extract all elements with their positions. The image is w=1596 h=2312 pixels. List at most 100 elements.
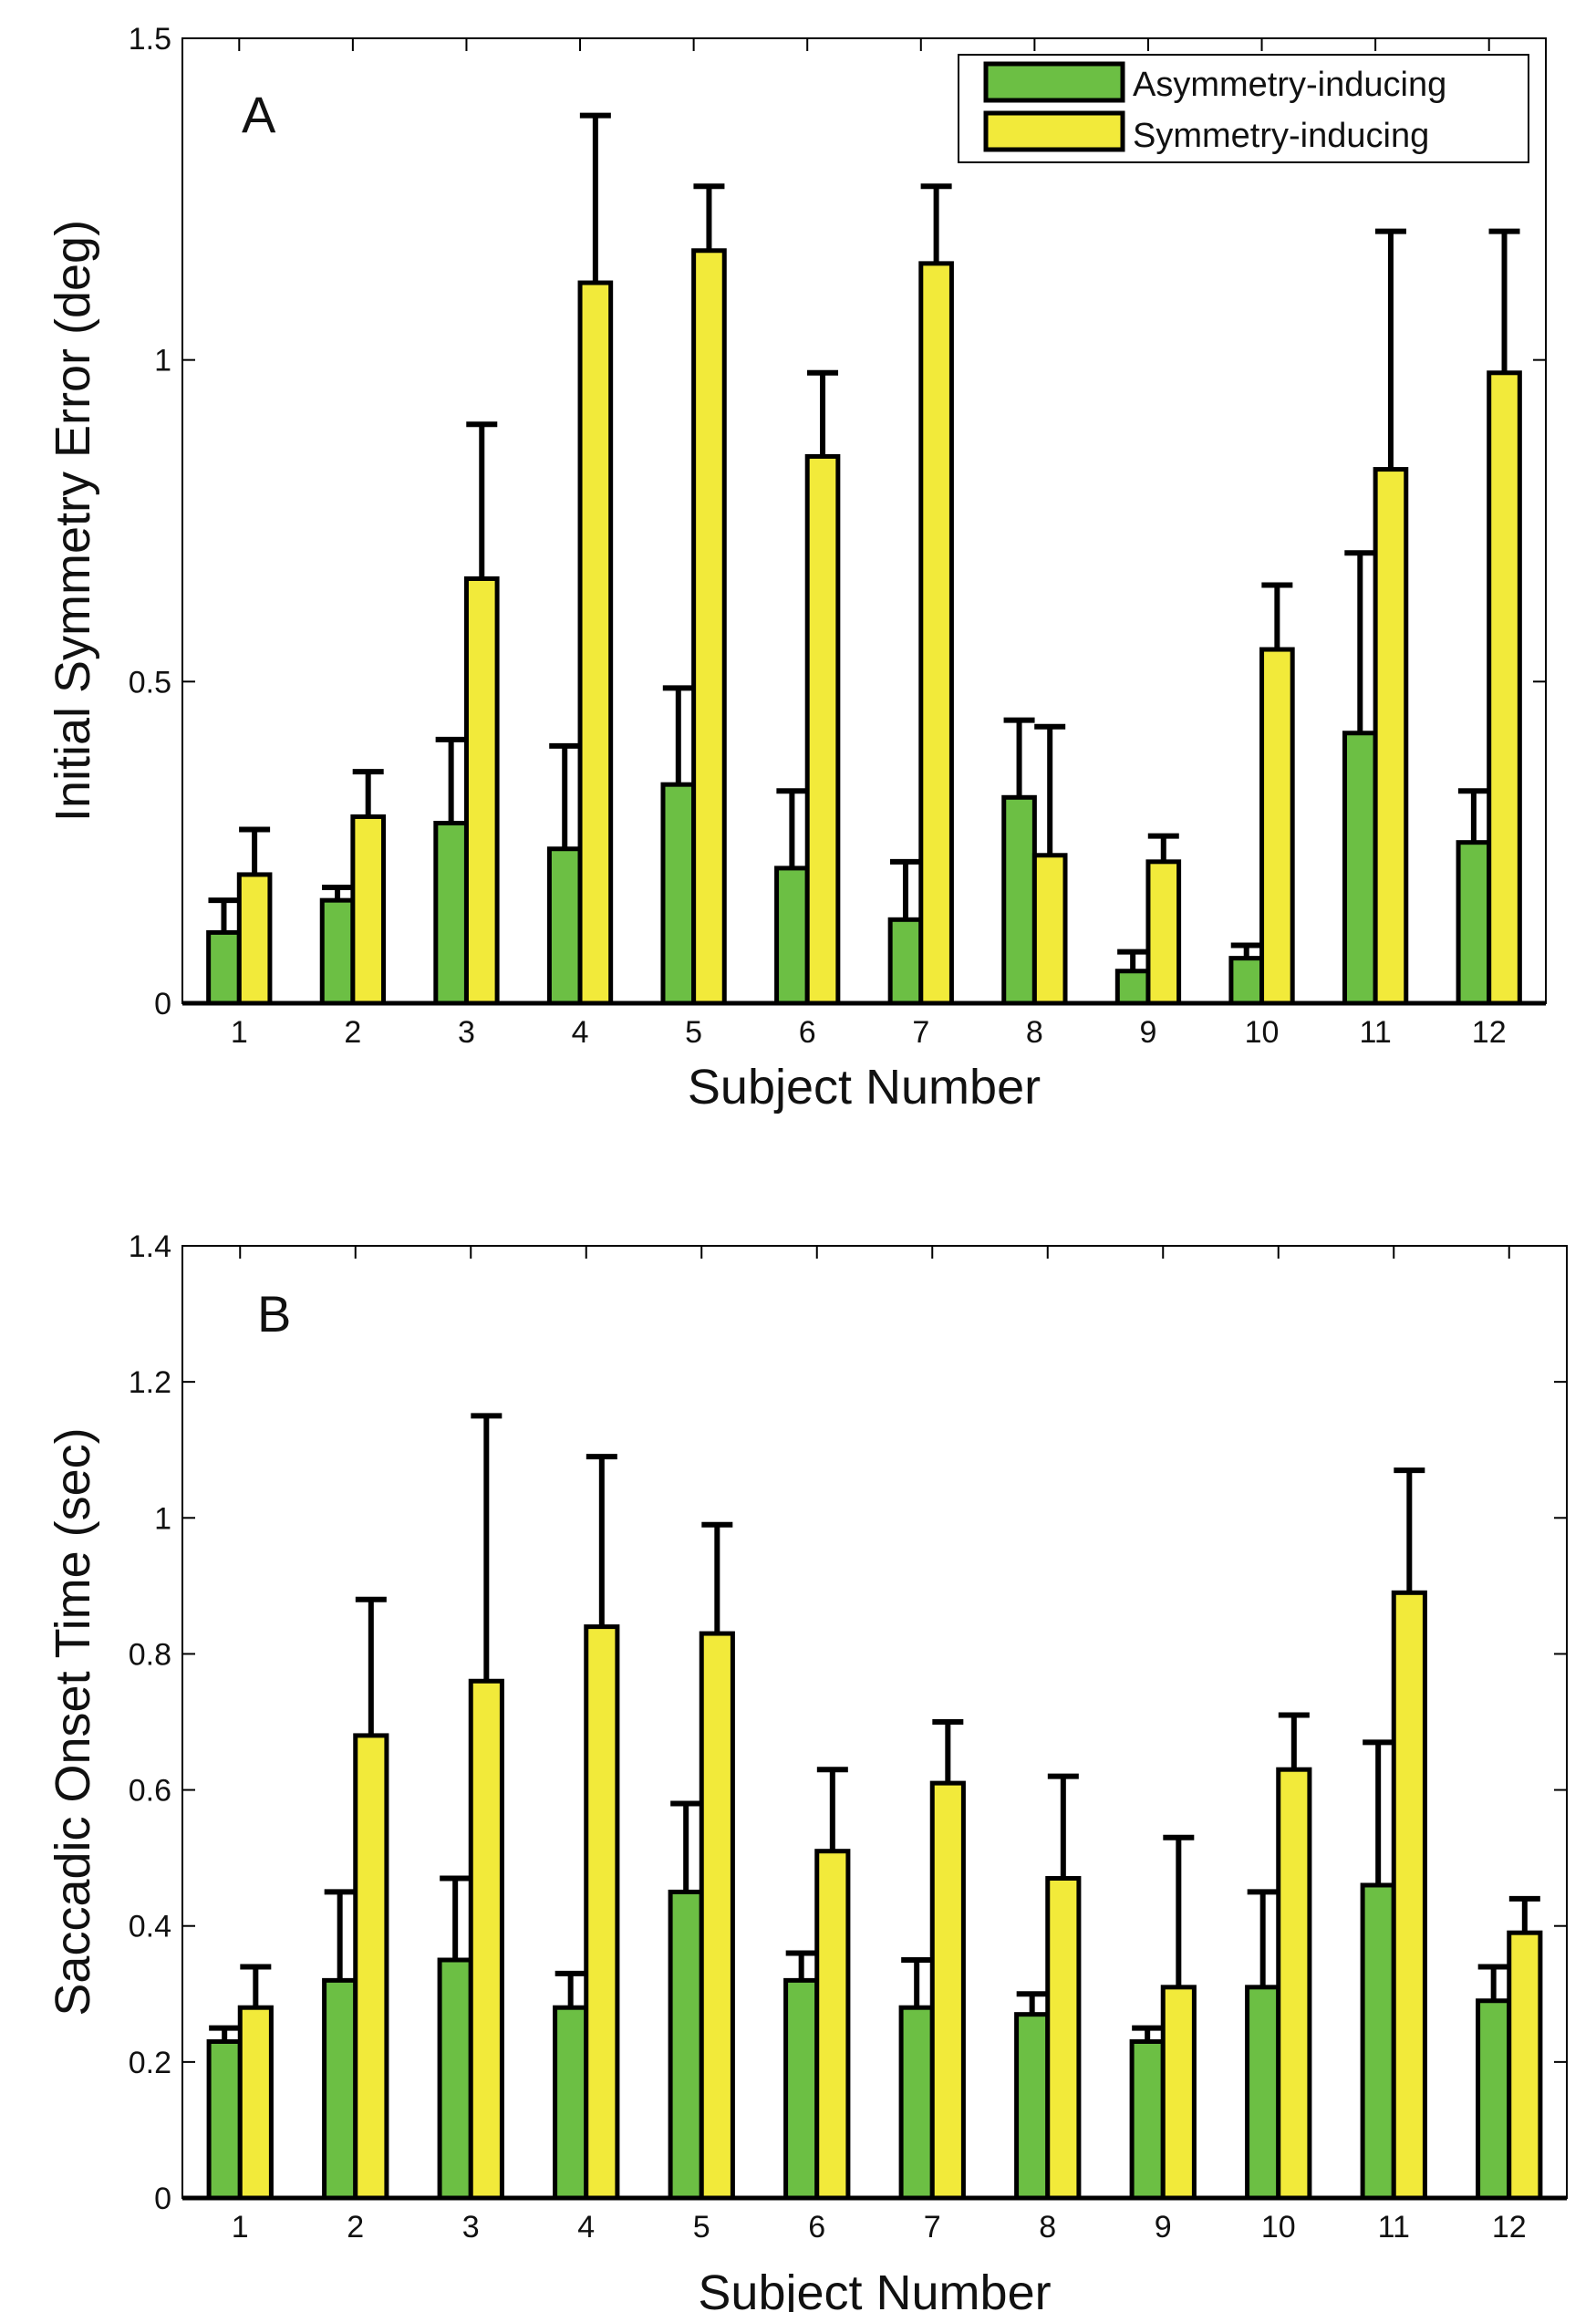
legend-swatch-symmetry	[983, 110, 1125, 152]
y-tick-label: 1.5	[129, 22, 171, 57]
bar-asymmetry-subject-7	[898, 2005, 935, 2201]
bar-asymmetry-subject-3	[433, 821, 469, 1006]
bar-asymmetry-subject-11	[1342, 731, 1378, 1006]
panel-b-x-axis-title: Subject Number	[698, 2265, 1051, 2312]
legend-swatch-asymmetry	[983, 61, 1125, 103]
x-tick-label: 3	[458, 1015, 475, 1050]
y-tick-label: 0	[154, 987, 171, 1021]
y-tick-label: 1	[154, 1501, 171, 1536]
x-tick-label: 12	[1472, 1015, 1507, 1050]
bar-asymmetry-subject-8	[1014, 2012, 1051, 2201]
bar-asymmetry-subject-6	[783, 1977, 820, 2201]
x-tick-label: 11	[1359, 1015, 1391, 1050]
legend-label-asymmetry: Asymmetry-inducing	[1133, 66, 1446, 104]
legend: Asymmetry-inducing Symmetry-inducing	[958, 54, 1529, 163]
x-tick-label: 3	[462, 2210, 480, 2245]
x-tick-label: 10	[1245, 1015, 1280, 1050]
y-tick-label: 0.6	[129, 1774, 171, 1809]
x-tick-label: 8	[1026, 1015, 1043, 1050]
panel-a-x-axis-title: Subject Number	[688, 1060, 1041, 1115]
bar-symmetry-subject-4	[584, 1624, 620, 2201]
panel-a-y-axis-title: Initial Symmetry Error (deg)	[46, 220, 100, 822]
x-tick-label: 5	[693, 2210, 710, 2245]
bar-symmetry-subject-10	[1259, 647, 1295, 1006]
panel-b-y-axis-title: Saccadic Onset Time (sec)	[46, 1427, 100, 2016]
x-tick-label: 6	[799, 1015, 816, 1050]
x-tick-label: 12	[1492, 2210, 1527, 2245]
bar-symmetry-subject-7	[929, 1780, 966, 2201]
x-tick-label: 4	[577, 2210, 595, 2245]
y-tick-label: 1.4	[129, 1229, 171, 1264]
y-tick-label: 0.8	[129, 1637, 171, 1672]
panel-a-x-ticks: 1 2 3 4 5 6 7 8 9 10 11 12	[231, 38, 1507, 1050]
y-tick-label: 0.2	[129, 2046, 171, 2080]
bar-asymmetry-subject-2	[322, 1977, 358, 2201]
bar-asymmetry-subject-3	[437, 1957, 473, 2201]
y-tick-label: 1	[154, 344, 171, 378]
bar-asymmetry-subject-11	[1360, 1882, 1396, 2201]
bar-asymmetry-subject-10	[1228, 956, 1265, 1006]
bar-symmetry-subject-4	[577, 280, 614, 1006]
x-tick-label: 10	[1261, 2210, 1296, 2245]
y-tick-label: 0.4	[129, 1910, 171, 1944]
bar-asymmetry-subject-4	[553, 2005, 589, 2201]
panel-a-chart: 00.511.5 1 2 3 4 5 6 7 8 9 10 11 12 Subject Number …	[46, 22, 1547, 1115]
x-tick-label: 2	[347, 2210, 364, 2245]
bar-asymmetry-subject-4	[546, 846, 583, 1006]
bar-asymmetry-subject-5	[668, 1889, 704, 2201]
bar-asymmetry-subject-12	[1456, 840, 1492, 1006]
bar-symmetry-subject-1	[236, 872, 273, 1006]
bar-symmetry-subject-9	[1145, 859, 1182, 1006]
bar-asymmetry-subject-6	[774, 866, 810, 1006]
x-tick-label: 1	[231, 1015, 248, 1050]
x-tick-label: 1	[232, 2210, 249, 2245]
x-tick-label: 7	[924, 2210, 941, 2245]
x-tick-label: 6	[808, 2210, 825, 2245]
bar-symmetry-subject-6	[814, 1849, 851, 2201]
bar-symmetry-subject-2	[350, 814, 387, 1006]
y-tick-label: 0.5	[129, 665, 171, 700]
bar-asymmetry-subject-12	[1476, 1998, 1512, 2201]
x-tick-label: 4	[572, 1015, 589, 1050]
panel-a-y-ticks: 0 0.5 1 1.5	[129, 22, 1546, 1021]
panel-b-bars	[206, 1413, 1543, 2201]
bar-symmetry-subject-5	[691, 248, 727, 1006]
bar-symmetry-subject-5	[699, 1631, 735, 2201]
y-tick-label: 1.2	[129, 1365, 171, 1400]
bar-asymmetry-subject-8	[1001, 794, 1037, 1006]
bar-symmetry-subject-12	[1507, 1930, 1543, 2201]
bar-asymmetry-subject-1	[206, 929, 242, 1006]
bar-symmetry-subject-9	[1160, 1985, 1197, 2201]
y-tick-label: 0	[154, 2182, 171, 2216]
x-tick-label: 9	[1139, 1015, 1156, 1050]
legend-label-symmetry: Symmetry-inducing	[1133, 117, 1429, 155]
bar-symmetry-subject-11	[1373, 467, 1409, 1006]
bar-asymmetry-subject-2	[319, 897, 356, 1006]
x-tick-label: 2	[344, 1015, 361, 1050]
bar-asymmetry-subject-5	[660, 782, 697, 1006]
bar-asymmetry-subject-9	[1114, 969, 1151, 1006]
bar-symmetry-subject-7	[918, 261, 954, 1006]
bar-asymmetry-subject-9	[1129, 2038, 1166, 2201]
bar-asymmetry-subject-7	[887, 917, 924, 1006]
panel-b-y-ticks: 0 0.2 0.4 0.6 0.8 1 1.2 1.4	[129, 1229, 1567, 2216]
bar-symmetry-subject-11	[1391, 1590, 1427, 2201]
bar-symmetry-subject-8	[1031, 853, 1068, 1006]
bar-symmetry-subject-6	[804, 453, 841, 1006]
panel-b-chart: 00.20.40.60.811.21.4 1 2 3 4 5 6 7 8 9 10 11 12 Sub…	[46, 1229, 1568, 2312]
panel-b-letter: B	[257, 1285, 291, 1343]
bar-symmetry-subject-2	[353, 1733, 389, 2201]
x-tick-label: 11	[1378, 2210, 1410, 2245]
bar-symmetry-subject-8	[1045, 1876, 1082, 2201]
x-tick-label: 5	[685, 1015, 702, 1050]
x-tick-label: 8	[1039, 2210, 1056, 2245]
x-tick-label: 9	[1155, 2210, 1172, 2245]
x-tick-label: 7	[912, 1015, 929, 1050]
panel-a-letter: A	[242, 86, 276, 143]
bar-symmetry-subject-10	[1276, 1767, 1312, 2201]
panel-b-x-ticks: 1 2 3 4 5 6 7 8 9 10 11 12	[232, 1246, 1527, 2245]
bar-asymmetry-subject-1	[206, 2038, 243, 2201]
bar-asymmetry-subject-10	[1245, 1985, 1281, 2201]
